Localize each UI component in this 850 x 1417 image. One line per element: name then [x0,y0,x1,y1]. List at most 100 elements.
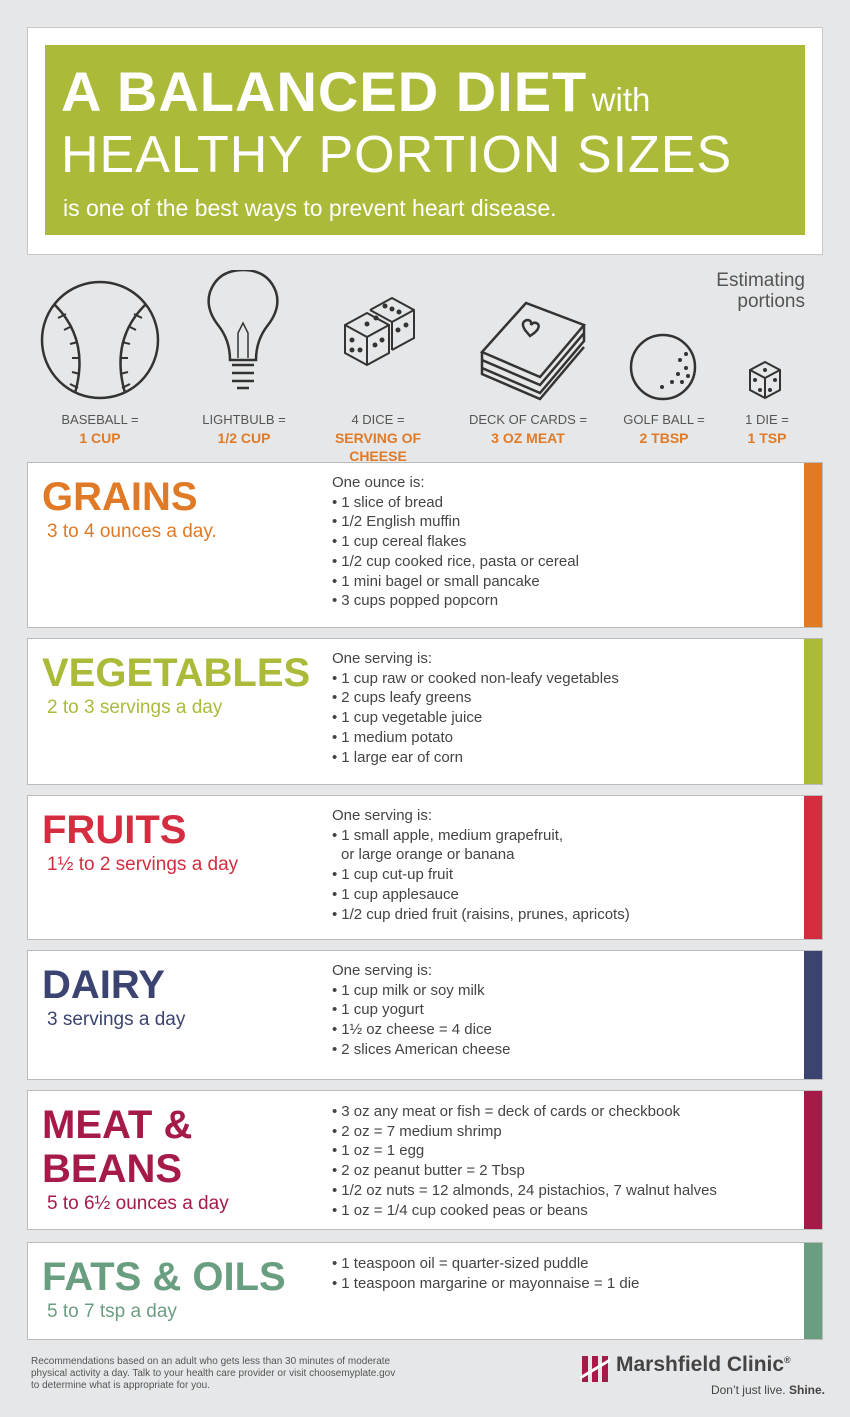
portions-heading: Estimating portions [716,270,805,312]
serving-item: • 1 cup cereal flakes [332,532,579,552]
serving-item: or large orange or banana [332,845,630,865]
section-title: MEAT & [42,1103,193,1147]
serving-text: 1 cup applesauce [341,885,459,903]
bullet: • [332,533,338,551]
bullet: • [332,552,338,570]
serving-item: • 3 oz any meat or fish = deck of cards o… [332,1102,717,1122]
portion-label: DECK OF CARDS = [468,412,588,427]
serving-item: • 1 oz = 1 egg [332,1141,717,1161]
baseball-icon [40,280,160,400]
serving-item: • 1 teaspoon margarine or mayonnaise = 1 … [332,1274,639,1294]
section-subtitle: 2 to 3 servings a day [47,697,223,718]
serving-item: • 2 slices American cheese [332,1040,511,1060]
golf-ball-icon [629,333,697,401]
serving-item: • 1 medium potato [332,728,619,748]
section-title: DAIRY [42,963,165,1007]
portion-label: LIGHTBULB = [202,412,286,427]
bullet: • [332,885,338,903]
footnote: Recommendations based on an adult who ge… [31,1356,395,1392]
title-with: with [591,81,651,118]
serving-item: • 1 small apple, medium grapefruit, [332,826,630,846]
serving-item: • 1/2 cup dried fruit (raisins, prunes, a… [332,905,630,925]
serving-item: • 1 slice of bread [332,493,579,513]
title-line-2: HEALTHY PORTION SIZES [61,126,733,184]
serving-text: 1/2 cup cooked rice, pasta or cereal [341,552,579,570]
portion-value: 2 TBSP [639,430,689,446]
serving-item: • 1/2 oz nuts = 12 almonds, 24 pistachios… [332,1181,717,1201]
section-title: FATS & OILS [42,1255,286,1299]
serving-text: 1/2 cup dried fruit (raisins, prunes, ap… [341,905,630,923]
title: A BALANCED DIET [61,60,588,123]
serving-item: • 1 cup cut-up fruit [332,865,630,885]
tagline: Don’t just live. Shine. [711,1383,825,1397]
portion-value: 1 CUP [79,430,121,446]
serving-text: 1 slice of bread [341,493,443,511]
color-bar [804,463,822,627]
section-subtitle: 5 to 7 tsp a day [47,1301,177,1322]
heading-line: portions [737,291,805,312]
serving-text: 3 cups popped popcorn [341,592,499,610]
bullet: • [332,1274,338,1292]
serving-list: • 1 teaspoon oil = quarter-sized puddle • 1… [332,1254,639,1293]
serving-text: 1 cup milk or soy milk [341,981,485,999]
die-icon [749,360,781,400]
section-subtitle: 1½ to 2 servings a day [47,854,239,875]
serving-text: 3 oz any meat or fish = deck of cards or… [341,1103,681,1120]
cards-icon [479,301,587,401]
brand-name: Marshfield Clinic [616,1353,785,1376]
food-section: FRUITS 1½ to 2 servings a day One serving … [27,795,823,940]
bullet: • [332,1142,338,1160]
serving-item: • 3 cups popped popcorn [332,591,579,611]
serving-text: 1/2 English muffin [341,513,461,531]
registered: ® [784,1355,791,1365]
serving-text: 1 cup cut-up fruit [341,866,453,884]
bullet: • [332,866,338,884]
serving-intro: One ounce is: [332,474,425,491]
food-section: VEGETABLES 2 to 3 servings a day One servi… [27,638,823,785]
food-section: FATS & OILS 5 to 7 tsp a day • 1 teaspoon o… [27,1242,823,1340]
serving-text: 1 mini bagel or small pancake [341,572,540,590]
tagline-text: Don’t just live. [710,1383,786,1397]
serving-item: • 1 cup yogurt [332,1000,511,1020]
dice-icon [344,296,415,367]
bullet: • [332,1103,338,1120]
section-title: FRUITS [42,808,187,852]
serving-item: • 2 cups leafy greens [332,688,619,708]
serving-list: • 3 oz any meat or fish = deck of cards o… [332,1102,717,1220]
bullet: • [332,1021,338,1039]
serving-text: 2 oz peanut butter = 2 Tbsp [341,1162,525,1180]
color-bar [804,1091,822,1229]
serving-text: 1 teaspoon margarine or mayonnaise = 1 d… [341,1274,640,1292]
serving-item: • 1 mini bagel or small pancake [332,572,579,592]
footnote-line: physical activity a day. Talk to your he… [31,1368,396,1379]
section-subtitle: 3 to 4 ounces a day. [47,521,217,542]
bullet: • [332,709,338,727]
brand: Marshfield Clinic® [616,1353,791,1377]
serving-intro: One serving is: [332,962,433,979]
portion-icons [40,270,781,401]
serving-text: 2 cups leafy greens [341,689,472,707]
serving-text: 1 cup raw or cooked non-leafy vegetables [341,669,619,687]
serving-item: • 1 cup raw or cooked non-leafy vegetable… [332,669,619,689]
bullet: • [332,981,338,999]
color-bar [804,796,822,939]
serving-text: 1 oz = 1 egg [341,1142,425,1160]
serving-item: • 1 cup applesauce [332,885,630,905]
serving-list: One ounce is: • 1 slice of bread • 1/2 Engli… [332,473,579,611]
serving-text: 1 cup cereal flakes [341,533,467,551]
bullet: • [332,728,338,746]
serving-item: • 2 oz = 7 medium shrimp [332,1122,717,1142]
tagline-bold: Shine. [788,1383,825,1397]
bullet: • [332,493,338,511]
section-subtitle: 5 to 6½ ounces a day [47,1193,229,1214]
header-box: A BALANCED DIET with HEALTHY PORTION SIZ… [45,45,805,235]
color-bar [804,1243,822,1339]
food-section: GRAINS 3 to 4 ounces a day. One ounce is: •… [27,462,823,628]
bullet: • [332,1255,338,1272]
lightbulb-icon [207,270,279,390]
serving-item: • 1 cup milk or soy milk [332,981,511,1001]
serving-text: 1 teaspoon oil = quarter-sized puddle [341,1255,589,1272]
section-title: GRAINS [42,475,198,519]
serving-item: • 1½ oz cheese = 4 dice [332,1020,511,1040]
